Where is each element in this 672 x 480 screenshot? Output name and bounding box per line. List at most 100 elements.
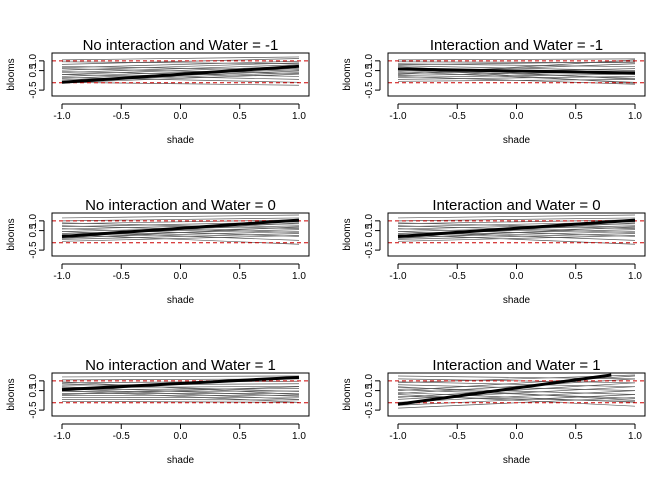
sample-line-3 xyxy=(61,62,300,71)
chart-panel-3: No interaction and Water = 0 -1.0 -0.5 0.0 0… xyxy=(6,197,310,306)
x-tick-label: -0.5 xyxy=(113,111,131,122)
sample-line-4 xyxy=(61,64,300,73)
x-tick-label: -1.0 xyxy=(53,111,71,122)
mean-line xyxy=(61,375,300,392)
chart-panel-4: Interaction and Water = 0-1.0 -0.5 0.0 0.5 1… xyxy=(342,197,646,306)
y-tick-label: -0.5 xyxy=(28,401,39,419)
y-tick-label: -0.5 xyxy=(364,401,375,419)
x-axis-label: shade xyxy=(167,135,195,146)
sample-line-12 xyxy=(397,222,636,229)
x-tick-label: 1.0 xyxy=(628,111,642,122)
y-tick-label: 1.0 xyxy=(28,53,39,67)
plot-area xyxy=(388,373,645,409)
x-tick-label: 1.0 xyxy=(292,271,306,282)
sample-line-1 xyxy=(61,58,300,65)
mean-line xyxy=(397,218,636,238)
plot-area xyxy=(388,58,645,85)
y-axis-label: blooms xyxy=(342,378,353,410)
sample-line-16 xyxy=(397,386,636,401)
x-tick-label: 0.0 xyxy=(174,271,188,282)
sample-line-2 xyxy=(61,60,300,69)
sample-line-14 xyxy=(61,388,300,400)
y-axis-label: blooms xyxy=(342,58,353,90)
sample-line-12 xyxy=(61,222,300,229)
sample-line-18 xyxy=(397,76,636,85)
sample-line-10 xyxy=(61,233,300,240)
sample-line-15 xyxy=(397,396,636,402)
sample-line-6 xyxy=(61,388,300,390)
x-tick-label: -1.0 xyxy=(389,271,407,282)
plot-box xyxy=(387,372,646,417)
sample-line-17 xyxy=(61,56,300,61)
x-tick-label: -1.0 xyxy=(53,271,71,282)
x-tick-label: -0.5 xyxy=(449,111,467,122)
x-tick-label: 0.0 xyxy=(510,111,524,122)
chart-title: No interaction and Water = -1 xyxy=(83,37,279,54)
x-axis-label: shade xyxy=(167,295,195,306)
sample-line-5 xyxy=(61,223,300,230)
sample-line-11 xyxy=(397,390,636,403)
x-tick-label: 1.0 xyxy=(292,431,306,442)
x-tick-label: 0.5 xyxy=(233,271,247,282)
sample-line-3 xyxy=(397,381,636,388)
x-tick-label: 0.0 xyxy=(510,271,524,282)
sample-line-14 xyxy=(61,74,300,80)
sample-line-12 xyxy=(397,394,636,406)
sample-line-18 xyxy=(61,61,300,65)
chart-panel-6: Interaction and Water = 1-1.0 -0.5 0.0 0.5 1… xyxy=(342,357,646,466)
mean-line xyxy=(61,218,300,238)
plot-area xyxy=(52,214,309,245)
x-tick-label: 0.5 xyxy=(569,111,583,122)
plot-box xyxy=(51,212,310,257)
chart-panel-5: No interaction and Water = 1 -1.0 -0.5 0.0 0… xyxy=(6,357,310,466)
x-tick-label: 0.5 xyxy=(233,431,247,442)
sample-line-15 xyxy=(61,390,300,403)
y-tick-label: 0.5 xyxy=(28,63,39,77)
chart-panel-1: No interaction and Water = -1 -1.0 -0.5 0.0… xyxy=(6,37,310,146)
x-tick-label: -1.0 xyxy=(389,111,407,122)
chart-title: No interaction and Water = 1 xyxy=(85,357,276,374)
sample-line-3 xyxy=(397,219,636,225)
x-tick-label: 0.0 xyxy=(174,111,188,122)
x-axis-label: shade xyxy=(503,455,531,466)
plot-box xyxy=(51,52,310,97)
sample-line-1 xyxy=(397,214,636,219)
x-axis-label: shade xyxy=(503,135,531,146)
sample-line-11 xyxy=(61,399,300,401)
sample-line-18 xyxy=(397,226,636,239)
sample-line-11 xyxy=(61,235,300,242)
sample-line-8 xyxy=(397,394,636,407)
y-axis-label: blooms xyxy=(342,218,353,250)
x-tick-label: 0.5 xyxy=(233,111,247,122)
x-tick-label: 0.5 xyxy=(569,431,583,442)
y-tick-label: -0.5 xyxy=(364,241,375,259)
sample-line-17 xyxy=(397,61,636,66)
x-tick-label: -1.0 xyxy=(389,431,407,442)
mean-line xyxy=(397,67,636,75)
plot-area xyxy=(52,375,309,404)
y-axis-label: blooms xyxy=(6,378,17,410)
sample-line-9 xyxy=(397,382,636,398)
y-tick-label: 0.5 xyxy=(364,63,375,77)
x-tick-label: -1.0 xyxy=(53,431,71,442)
y-tick-label: 1.0 xyxy=(364,213,375,227)
y-axis-label: blooms xyxy=(6,58,17,90)
plot-box xyxy=(51,372,310,417)
sample-line-18 xyxy=(61,226,300,239)
x-axis-label: shade xyxy=(167,455,195,466)
plot-box xyxy=(387,212,646,257)
sample-line-17 xyxy=(61,383,300,392)
sample-line-5 xyxy=(397,223,636,230)
sample-line-1 xyxy=(61,214,300,219)
sample-line-12 xyxy=(61,400,300,403)
sample-line-3 xyxy=(61,219,300,225)
x-tick-label: -0.5 xyxy=(113,271,131,282)
y-tick-label: 0.5 xyxy=(364,383,375,397)
x-tick-label: 1.0 xyxy=(628,271,642,282)
sample-line-10 xyxy=(397,233,636,240)
sample-line-16 xyxy=(61,386,300,395)
y-tick-label: 0.5 xyxy=(28,223,39,237)
sample-line-14 xyxy=(397,378,636,394)
x-tick-label: 0.0 xyxy=(174,431,188,442)
